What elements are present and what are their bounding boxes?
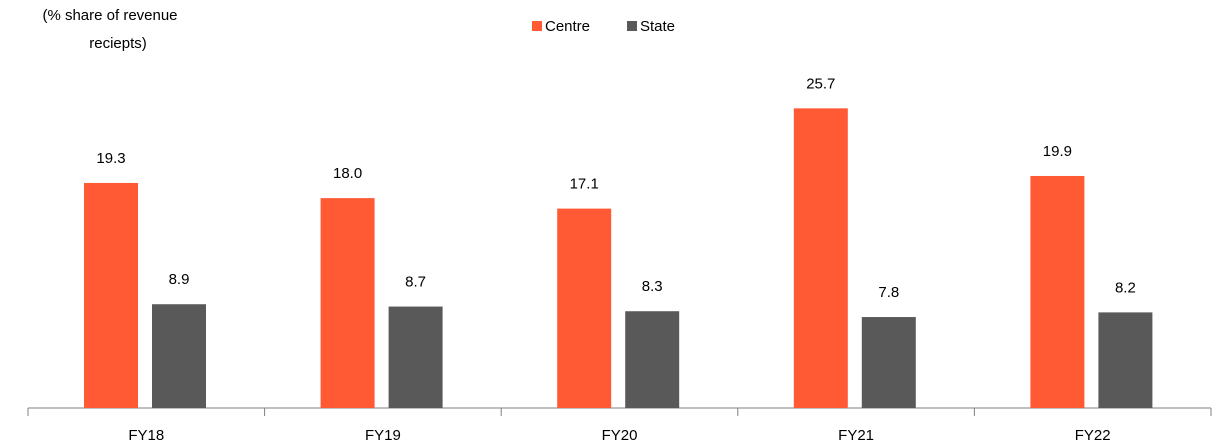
- bar: [793, 108, 848, 408]
- y-axis-label: (% share of revenue: [42, 7, 177, 24]
- value-label: 8.9: [169, 271, 190, 288]
- value-label: 8.3: [642, 278, 663, 295]
- legend-swatch: [532, 21, 542, 31]
- bar: [84, 182, 138, 408]
- legend-label: State: [640, 18, 675, 35]
- value-label: 7.8: [878, 284, 899, 301]
- value-label: 18.0: [333, 165, 362, 182]
- x-tick-label: FY19: [365, 427, 401, 444]
- value-label: 8.7: [405, 274, 426, 291]
- x-tick-label: FY18: [128, 427, 164, 444]
- y-axis-label: reciepts): [89, 35, 147, 52]
- bar: [557, 208, 612, 408]
- bar: [320, 198, 375, 408]
- value-label: 19.9: [1043, 143, 1072, 160]
- value-label: 19.3: [96, 150, 125, 167]
- value-label: 25.7: [806, 75, 835, 92]
- x-tick-label: FY21: [838, 427, 874, 444]
- legend-label: Centre: [545, 18, 590, 35]
- bar: [152, 304, 206, 408]
- value-label: 17.1: [570, 176, 599, 193]
- bar: [625, 311, 680, 408]
- bar: [1098, 312, 1153, 408]
- bar: [1030, 175, 1085, 408]
- value-label: 8.2: [1115, 279, 1136, 296]
- x-tick-label: FY22: [1075, 427, 1111, 444]
- bar: [388, 306, 443, 408]
- x-tick-label: FY20: [602, 427, 638, 444]
- bar: [861, 317, 916, 408]
- legend-swatch: [627, 21, 637, 31]
